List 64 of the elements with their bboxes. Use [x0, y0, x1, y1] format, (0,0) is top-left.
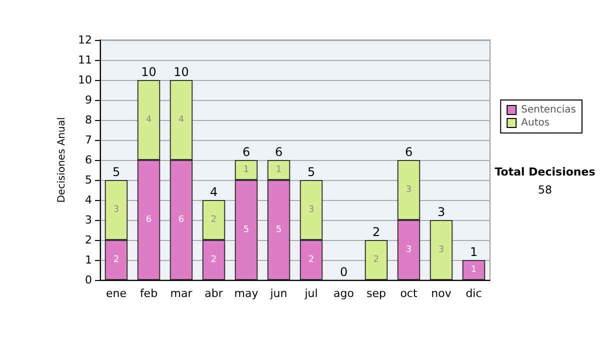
x-tick-label: dic [466, 287, 482, 300]
data-label: 2 [113, 255, 120, 265]
y-tick-label: 1 [85, 254, 92, 266]
data-label: 5 [243, 225, 250, 235]
text: 58 [538, 184, 552, 196]
total-label: 5 [112, 165, 120, 179]
legend-label: Autos [521, 118, 550, 128]
x-tick-label: sep [366, 287, 386, 300]
data-label: 2 [210, 215, 217, 225]
total-label: 10 [141, 65, 156, 79]
x-tick-label: jul [304, 287, 318, 300]
x-tick-label: jun [269, 287, 288, 300]
total-label: 0 [340, 265, 348, 279]
total-label: 1 [470, 245, 478, 259]
bar [462, 260, 486, 280]
bar [430, 220, 453, 280]
x-tick-label: may [234, 287, 259, 300]
x-tick-label: ago [334, 287, 354, 300]
data-label: 1 [276, 165, 282, 175]
y-axis-title: Decisiones Anual [56, 117, 68, 203]
x-tick-label: mar [170, 287, 193, 300]
data-label: 1 [243, 165, 250, 175]
y-tick-label: 8 [85, 114, 92, 126]
y-tick-label: 4 [85, 194, 92, 206]
y-tick-label: 7 [85, 134, 92, 146]
data-label: 3 [113, 205, 120, 215]
y-tick-label: 3 [85, 214, 92, 226]
x-tick-label: oct [400, 287, 418, 300]
total-label: 5 [307, 165, 316, 179]
legend-label: Sentencias [521, 104, 576, 116]
data-label: 5 [276, 225, 282, 235]
y-tick-label: 6 [85, 154, 92, 166]
y-tick-label: 12 [78, 34, 92, 46]
total-label: 10 [174, 65, 189, 79]
y-tick-label: 5 [85, 174, 92, 186]
total-label: 6 [274, 145, 283, 159]
total-label: 6 [242, 145, 250, 159]
total-label: 3 [437, 205, 446, 219]
data-label: 6 [146, 215, 152, 225]
data-label: 4 [178, 115, 184, 125]
x-tick-label: feb [140, 287, 158, 300]
total-label: 4 [210, 185, 218, 199]
data-label: 6 [178, 215, 184, 225]
y-tick-label: 2 [85, 234, 92, 246]
bar [364, 240, 388, 280]
data-label: 4 [146, 115, 152, 125]
y-tick-label: 10 [78, 74, 92, 86]
y-tick-label: 11 [78, 54, 92, 66]
data-label: 2 [308, 255, 314, 265]
data-label: 2 [373, 255, 380, 265]
total-label: 6 [404, 145, 413, 159]
x-tick-label: nov [431, 287, 452, 300]
data-label: 3 [406, 245, 412, 255]
total-label: 2 [372, 225, 380, 239]
data-label: 3 [308, 205, 314, 215]
data-label: 2 [210, 255, 217, 265]
data-label: 3 [406, 185, 412, 195]
text: Total Decisiones [494, 166, 596, 178]
data-label: 1 [470, 265, 477, 275]
y-tick-label: 9 [85, 94, 92, 106]
x-tick-label: abr [204, 287, 224, 300]
y-tick-label: 0 [85, 274, 92, 286]
x-tick-label: ene [106, 287, 127, 300]
data-label: 3 [438, 245, 444, 255]
